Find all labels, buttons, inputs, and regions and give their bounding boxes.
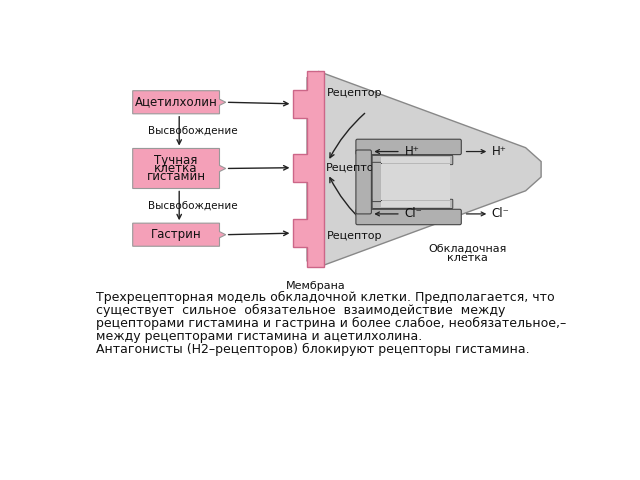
FancyBboxPatch shape xyxy=(372,199,452,208)
Text: клетка: клетка xyxy=(447,253,488,263)
Text: клетка: клетка xyxy=(154,162,198,175)
Polygon shape xyxy=(132,223,226,246)
Text: рецепторами гистамина и гастрина и более слабое, необязательное,–: рецепторами гистамина и гастрина и более… xyxy=(95,317,566,330)
Text: Высвобождение: Высвобождение xyxy=(148,201,238,211)
FancyBboxPatch shape xyxy=(381,164,451,200)
Text: между рецепторами гистамина и ацетилхолина.: между рецепторами гистамина и ацетилхоли… xyxy=(95,330,422,343)
Text: Рецептор: Рецептор xyxy=(327,231,383,241)
Text: Трехрецепторная модель обкладочной клетки. Предполагается, что: Трехрецепторная модель обкладочной клетк… xyxy=(95,291,554,304)
Polygon shape xyxy=(307,72,541,267)
Text: H⁺: H⁺ xyxy=(404,145,420,158)
Text: Cl⁻: Cl⁻ xyxy=(492,207,509,220)
Text: Антагонисты (Н2–рецепторов) блокируют рецепторы гистамина.: Антагонисты (Н2–рецепторов) блокируют ре… xyxy=(95,343,529,356)
Text: Ацетилхолин: Ацетилхолин xyxy=(135,96,218,109)
Text: Тучная: Тучная xyxy=(154,154,198,168)
FancyBboxPatch shape xyxy=(381,157,451,163)
FancyBboxPatch shape xyxy=(372,162,381,202)
Text: Мембрана: Мембрана xyxy=(285,281,346,291)
FancyBboxPatch shape xyxy=(372,156,452,165)
Polygon shape xyxy=(132,91,226,114)
Text: Обкладочная: Обкладочная xyxy=(428,243,507,253)
Text: Рецептор: Рецептор xyxy=(327,88,383,98)
Text: Cl⁻: Cl⁻ xyxy=(404,207,422,220)
Text: Рецептор: Рецептор xyxy=(326,163,381,173)
Text: гистамин: гистамин xyxy=(147,170,205,183)
FancyBboxPatch shape xyxy=(356,209,461,225)
Text: H⁺: H⁺ xyxy=(492,145,506,158)
FancyBboxPatch shape xyxy=(381,201,451,207)
Text: Гастрин: Гастрин xyxy=(151,228,202,241)
Polygon shape xyxy=(293,72,324,267)
FancyBboxPatch shape xyxy=(356,150,371,214)
Text: Высвобождение: Высвобождение xyxy=(148,126,238,136)
Text: существует  сильное  обязательное  взаимодействие  между: существует сильное обязательное взаимоде… xyxy=(95,304,505,317)
FancyBboxPatch shape xyxy=(356,139,461,155)
Polygon shape xyxy=(132,148,226,189)
